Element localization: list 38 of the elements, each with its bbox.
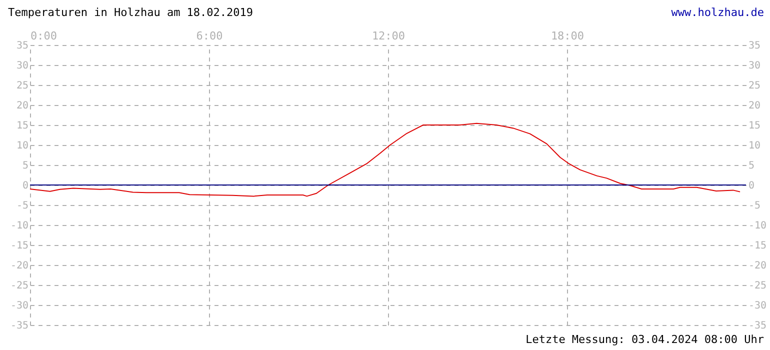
y-tick-label: -30	[10, 300, 28, 312]
y2-tick-label: 15	[748, 120, 761, 132]
y-tick-label: 15	[16, 120, 28, 132]
x-tick-label: 6:00	[196, 30, 223, 42]
y-tick-label: 30	[16, 60, 28, 72]
y2-tick-label: -10	[748, 220, 767, 232]
y2-tick-label: 5	[748, 160, 755, 172]
y2-tick-label: -35	[748, 320, 767, 332]
y2-tick-label: 25	[748, 80, 761, 92]
y2-tick-label: 10	[748, 140, 761, 152]
text: Letzte Messung: 03.04.2024 08:00 Uhr	[526, 333, 764, 346]
y-tick-label: -20	[10, 260, 28, 272]
line-series	[30, 122, 741, 197]
y-tick-label: 5	[22, 160, 28, 172]
y-tick-label: 0	[22, 180, 28, 192]
y2-tick-label: -25	[748, 280, 767, 292]
y-tick-label: 10	[16, 140, 28, 152]
y2-tick-label: 30	[748, 60, 761, 72]
y2-tick-label: 0	[748, 180, 755, 192]
y2-tick-label: -5	[748, 200, 761, 212]
y2-tick-label: -20	[748, 260, 767, 272]
y-tick-label: -35	[10, 320, 28, 332]
x-tick-label: 18:00	[550, 30, 584, 42]
y2-tick-label: 35	[748, 40, 761, 52]
y-tick-label: 20	[16, 100, 28, 112]
y2-tick-label: 20	[748, 100, 761, 112]
y-tick-label: -10	[10, 220, 28, 232]
x-tick-label: 0:00	[30, 30, 57, 42]
chart-title: Temperaturen in Holzhau am 18.02.2019	[8, 6, 254, 19]
y-tick-label: 35	[16, 40, 28, 52]
y-tick-label: -25	[10, 280, 28, 292]
y-tick-label: 25	[16, 80, 28, 92]
text: www.holzhau.de	[671, 6, 764, 19]
y-tick-label: -5	[16, 200, 28, 212]
y-tick-label: -15	[10, 240, 28, 252]
x-tick-label: 12:00	[372, 30, 406, 42]
y2-tick-label: -15	[748, 240, 767, 252]
y2-tick-label: -30	[748, 300, 767, 312]
